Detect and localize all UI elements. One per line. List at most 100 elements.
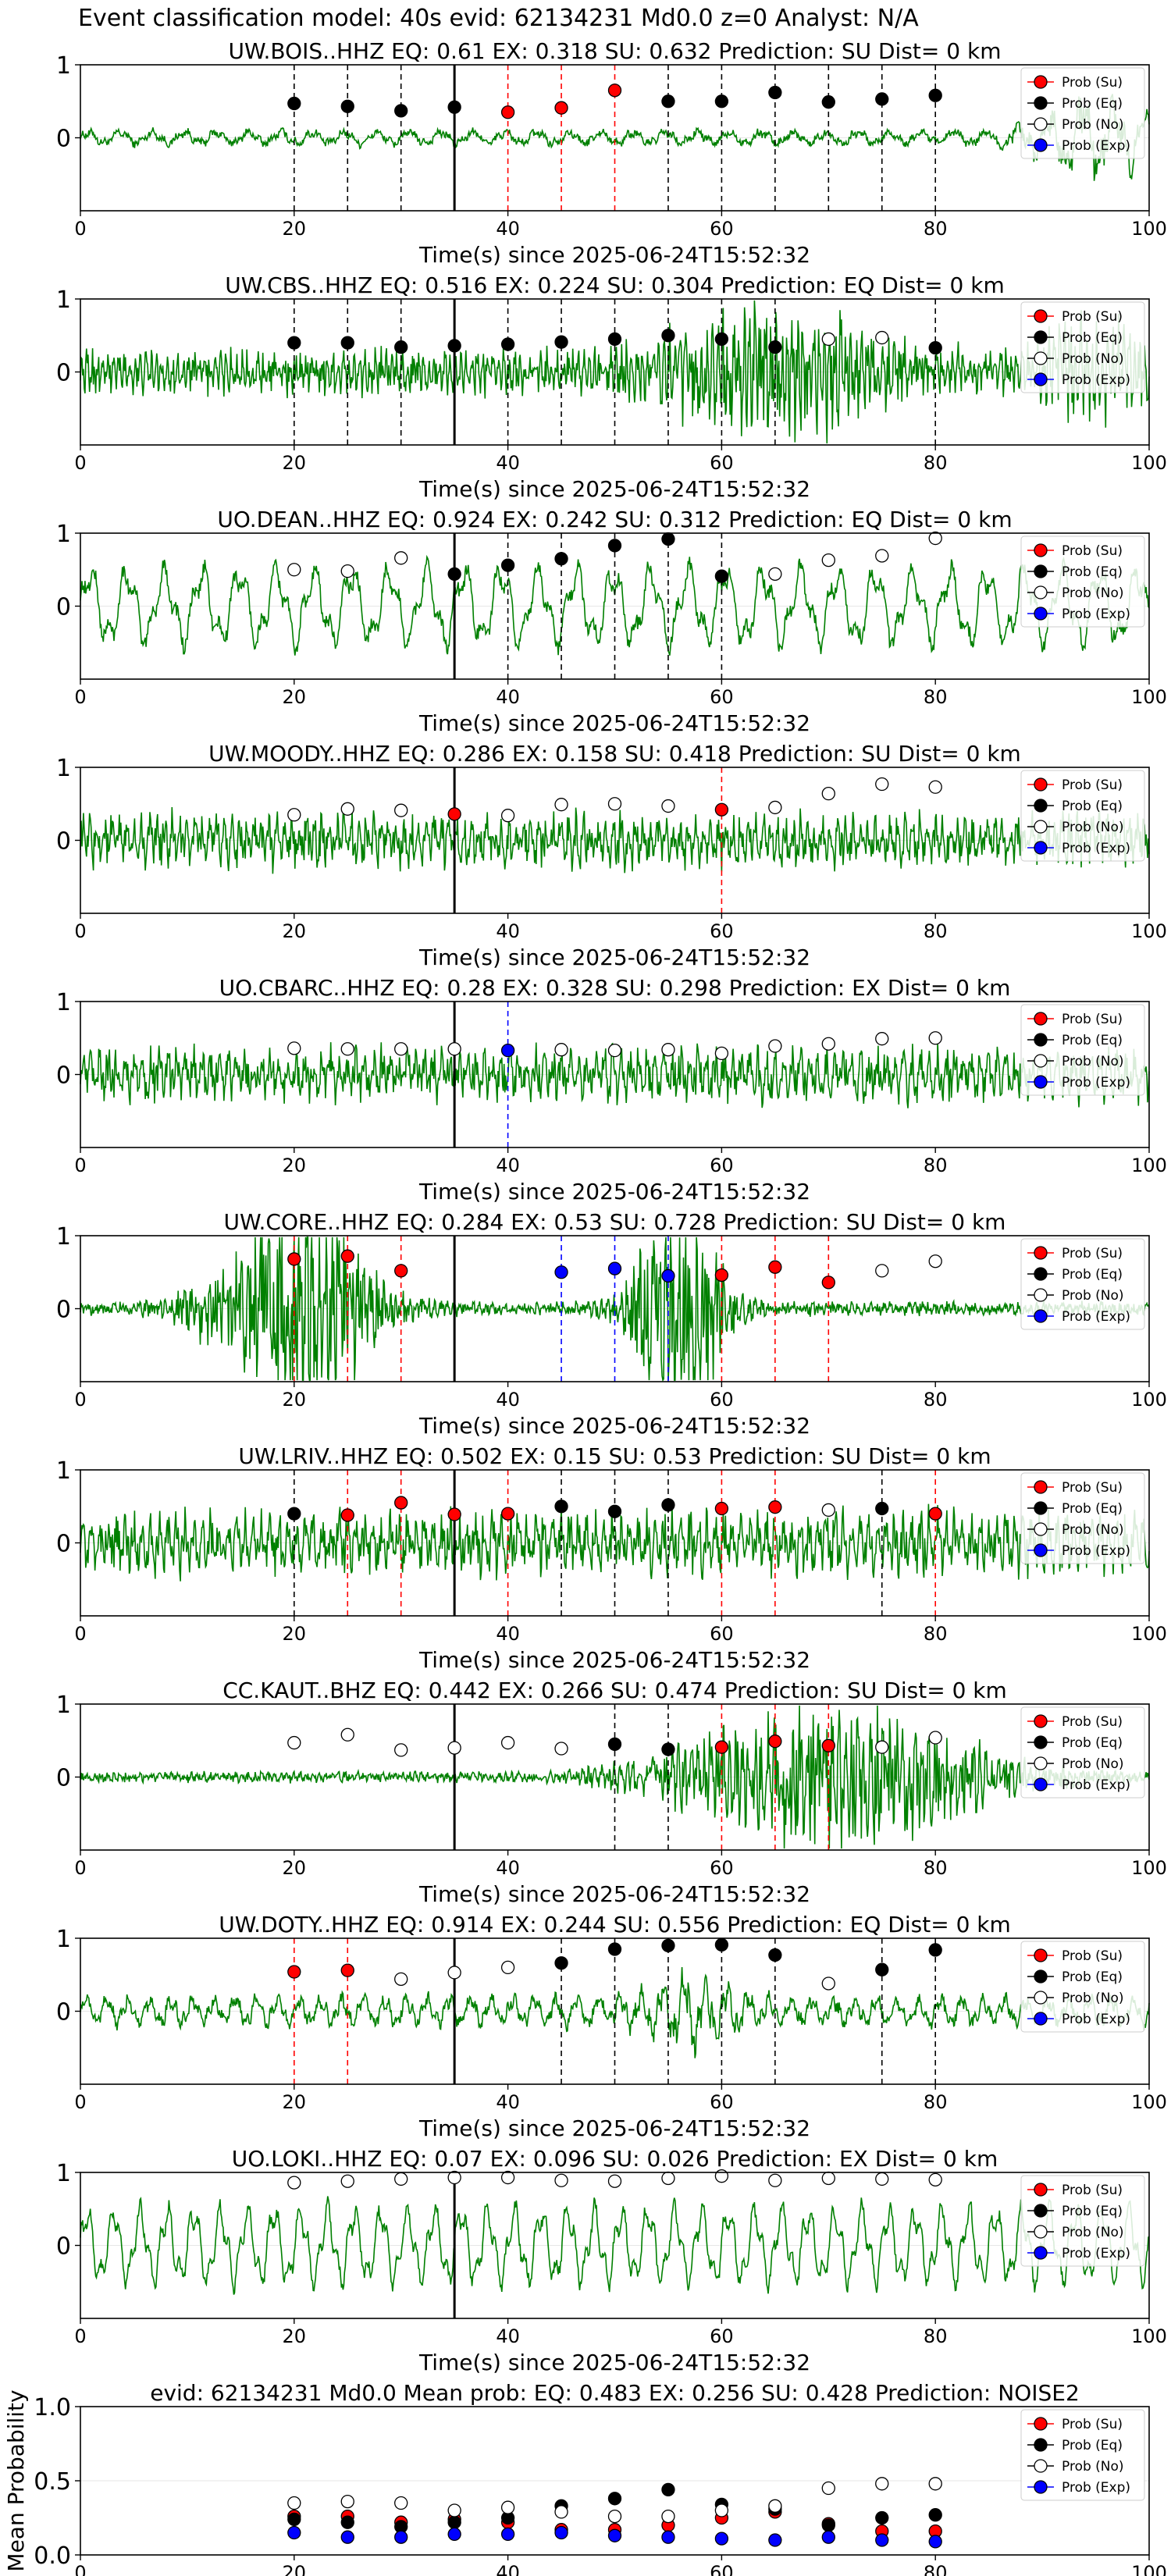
x-tick-label: 0 [74,2325,86,2347]
legend-marker-exp [1034,1777,1048,1791]
y-tick-label: 1 [56,52,71,80]
legend-label: Prob (Exp) [1062,841,1130,856]
y-tick-label: 0 [56,1765,71,1792]
prob-point-no [554,798,568,812]
x-tick-label: 60 [710,2325,734,2347]
prob-point-su [714,1501,729,1516]
x-tick-label: 20 [283,686,307,708]
legend-box [1020,1004,1145,1096]
x-tick-label: 60 [710,1389,734,1411]
x-axis-label: Time(s) since 2025-06-24T15:52:32 [418,2350,810,2375]
mean-point-exp [340,2530,354,2544]
prob-point-su [287,1965,301,1979]
prob-point-no [928,780,942,794]
x-axis-label: Time(s) since 2025-06-24T15:52:32 [418,1647,810,1673]
x-tick-label: 20 [283,1155,307,1176]
mean-point-no [394,2496,408,2510]
prob-point-exp [661,1268,675,1283]
legend: Prob (Su) Prob (Eq) Prob (No) Prob (Exp) [1020,770,1145,862]
subplot-title: UW.LRIV..HHZ EQ: 0.502 EX: 0.15 SU: 0.53… [238,1443,991,1469]
y-tick-label: 0 [56,1531,71,1558]
legend-label: Prob (No) [1062,2225,1124,2240]
legend-marker-su [1034,1714,1048,1728]
waveform-trace [80,94,1150,181]
subplot-6: UW.CORE..HHZ EQ: 0.284 EX: 0.53 SU: 0.72… [56,1209,1167,1439]
subplot-4: UW.MOODY..HHZ EQ: 0.286 EX: 0.158 SU: 0.… [56,741,1167,970]
legend-box [1020,67,1145,159]
prob-point-eq [661,94,675,109]
x-tick-label: 40 [496,2325,520,2347]
prob-point-no [928,1254,942,1268]
x-tick-label: 100 [1131,686,1167,708]
y-axis-label: Mean Probability [3,2389,29,2571]
x-tick-label: 80 [924,2562,948,2576]
prob-point-eq [554,335,568,349]
subplot-title: evid: 62134231 Md0.0 Mean prob: EQ: 0.48… [150,2380,1080,2406]
prob-point-exp [500,1043,515,1058]
prob-point-no [768,800,782,815]
prob-point-eq [661,1498,675,1512]
x-tick-label: 40 [496,2562,520,2576]
prob-point-no [447,1966,461,1980]
y-tick-label: 0 [56,594,71,621]
x-tick-label: 20 [283,2091,307,2113]
legend: Prob (Su) Prob (Eq) Prob (No) Prob (Exp) [1020,67,1145,159]
legend-label: Prob (Eq) [1062,2204,1123,2219]
legend-marker-no [1034,820,1048,834]
legend-box [1020,2175,1145,2267]
legend-marker-eq [1034,799,1048,813]
legend-marker-eq [1034,330,1048,344]
prob-point-su [768,1260,782,1274]
subplot-10: UO.LOKI..HHZ EQ: 0.07 EX: 0.096 SU: 0.02… [56,2146,1167,2375]
x-tick-label: 100 [1131,1623,1167,1645]
waveform-trace [80,554,1150,656]
prob-point-su [447,807,461,821]
legend: Prob (Su) Prob (Eq) Prob (No) Prob (Exp) [1020,1941,1145,2033]
prob-point-no [661,799,675,813]
prob-point-no [340,1042,354,1056]
x-tick-label: 80 [924,452,948,474]
prob-point-su [340,1249,354,1263]
prob-point-eq [875,1962,889,1976]
prob-point-su [768,1500,782,1514]
legend-marker-eq [1034,96,1048,110]
prob-point-eq [287,1507,301,1521]
mean-point-exp [394,2530,408,2544]
prob-point-no [340,2174,354,2188]
legend: Prob (Su) Prob (Eq) Prob (No) Prob (Exp) [1020,535,1145,628]
legend-label: Prob (Exp) [1062,372,1130,388]
prob-point-exp [607,1261,622,1276]
prob-point-no [500,2170,515,2185]
legend-box [1020,301,1145,393]
subplot-title: UW.MOODY..HHZ EQ: 0.286 EX: 0.158 SU: 0.… [208,741,1021,767]
legend-label: Prob (No) [1062,820,1124,835]
legend-marker-su [1034,543,1048,557]
x-tick-label: 100 [1131,1389,1167,1411]
prob-point-su [447,1507,461,1521]
prob-point-no [768,2173,782,2187]
x-tick-label: 40 [496,1857,520,1879]
x-tick-label: 100 [1131,2091,1167,2113]
legend: Prob (Su) Prob (Eq) Prob (No) Prob (Exp) [1020,1472,1145,1564]
prob-point-no [447,2170,461,2185]
mean-point-eq [928,2508,942,2522]
mean-point-exp [287,2525,301,2540]
prob-point-eq [714,569,729,583]
x-tick-label: 20 [283,1623,307,1645]
waveform-trace [80,1966,1150,2058]
y-tick-label: 1 [56,1457,71,1485]
x-tick-label: 100 [1131,452,1167,474]
x-tick-label: 0 [74,1389,86,1411]
prob-point-no [447,1042,461,1056]
subplot-5: UO.CBARC..HHZ EQ: 0.28 EX: 0.328 SU: 0.2… [56,975,1167,1204]
x-tick-label: 20 [283,2325,307,2347]
legend-marker-no [1034,351,1048,365]
x-axis-label: Time(s) since 2025-06-24T15:52:32 [418,1413,810,1439]
legend-box [1020,770,1145,862]
x-tick-label: 0 [74,2562,86,2576]
mean-point-eq [875,2510,889,2525]
prob-point-eq [928,340,942,355]
mean-point-exp [714,2532,729,2546]
legend-marker-su [1034,1012,1048,1026]
